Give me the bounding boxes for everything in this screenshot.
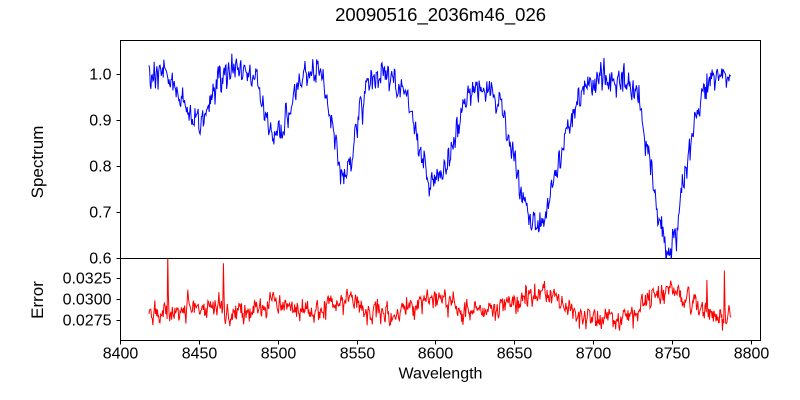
svg-text:8400: 8400 bbox=[103, 346, 139, 363]
svg-text:8750: 8750 bbox=[655, 346, 691, 363]
svg-text:0.8: 0.8 bbox=[89, 159, 111, 176]
svg-text:0.0325: 0.0325 bbox=[63, 271, 112, 288]
svg-text:20090516_2036m46_026: 20090516_2036m46_026 bbox=[335, 4, 546, 26]
svg-text:8800: 8800 bbox=[734, 346, 770, 363]
svg-text:8450: 8450 bbox=[182, 346, 218, 363]
svg-text:0.6: 0.6 bbox=[89, 251, 111, 268]
svg-text:8500: 8500 bbox=[261, 346, 297, 363]
svg-text:0.7: 0.7 bbox=[89, 205, 111, 222]
svg-text:8650: 8650 bbox=[497, 346, 533, 363]
svg-text:Error: Error bbox=[28, 281, 47, 319]
svg-text:Wavelength: Wavelength bbox=[399, 366, 483, 383]
svg-text:1.0: 1.0 bbox=[89, 67, 111, 84]
svg-text:8550: 8550 bbox=[340, 346, 376, 363]
svg-text:0.0275: 0.0275 bbox=[63, 313, 112, 330]
svg-text:8600: 8600 bbox=[418, 346, 454, 363]
svg-text:8700: 8700 bbox=[576, 346, 612, 363]
svg-text:0.9: 0.9 bbox=[89, 113, 111, 130]
svg-text:Spectrum: Spectrum bbox=[28, 126, 47, 199]
svg-text:0.0300: 0.0300 bbox=[63, 292, 112, 309]
